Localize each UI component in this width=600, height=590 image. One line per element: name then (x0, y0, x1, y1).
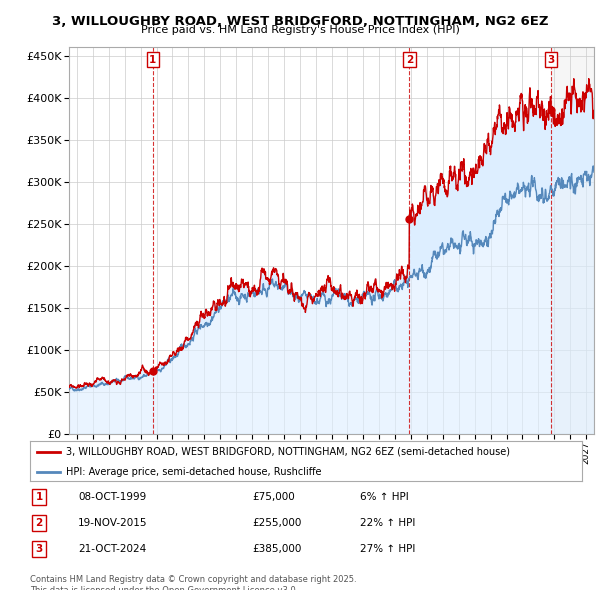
Text: 3: 3 (547, 55, 554, 65)
Text: 22% ↑ HPI: 22% ↑ HPI (360, 518, 415, 527)
Text: Price paid vs. HM Land Registry's House Price Index (HPI): Price paid vs. HM Land Registry's House … (140, 25, 460, 35)
Text: 6% ↑ HPI: 6% ↑ HPI (360, 492, 409, 502)
Text: 1: 1 (35, 492, 43, 502)
Text: 1: 1 (149, 55, 157, 65)
Text: 3, WILLOUGHBY ROAD, WEST BRIDGFORD, NOTTINGHAM, NG2 6EZ: 3, WILLOUGHBY ROAD, WEST BRIDGFORD, NOTT… (52, 15, 548, 28)
Text: 08-OCT-1999: 08-OCT-1999 (78, 492, 146, 502)
Text: £385,000: £385,000 (252, 544, 301, 553)
Text: 2: 2 (406, 55, 413, 65)
Text: Contains HM Land Registry data © Crown copyright and database right 2025.
This d: Contains HM Land Registry data © Crown c… (30, 575, 356, 590)
Text: 2: 2 (35, 518, 43, 527)
Text: £75,000: £75,000 (252, 492, 295, 502)
Text: £255,000: £255,000 (252, 518, 301, 527)
Text: 27% ↑ HPI: 27% ↑ HPI (360, 544, 415, 553)
Text: 19-NOV-2015: 19-NOV-2015 (78, 518, 148, 527)
Text: 3, WILLOUGHBY ROAD, WEST BRIDGFORD, NOTTINGHAM, NG2 6EZ (semi-detached house): 3, WILLOUGHBY ROAD, WEST BRIDGFORD, NOTT… (66, 447, 510, 457)
Text: HPI: Average price, semi-detached house, Rushcliffe: HPI: Average price, semi-detached house,… (66, 467, 322, 477)
Text: 21-OCT-2024: 21-OCT-2024 (78, 544, 146, 553)
Text: 3: 3 (35, 544, 43, 553)
